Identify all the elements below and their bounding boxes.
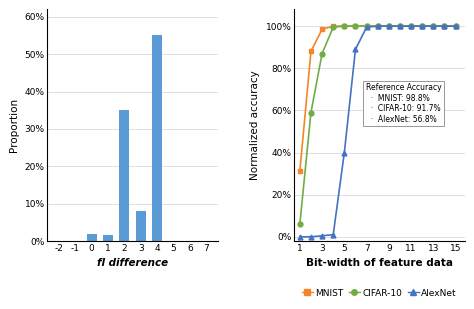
- CIFAR-10: [408, 24, 414, 28]
- Bar: [87, 234, 97, 241]
- Line: CIFAR-10: CIFAR-10: [297, 24, 458, 226]
- X-axis label: fl difference: fl difference: [97, 258, 168, 268]
- MNIST: [308, 49, 314, 53]
- CIFAR-10: [442, 24, 447, 28]
- MNIST: [442, 24, 447, 28]
- CIFAR-10: [386, 24, 392, 28]
- Y-axis label: Normalized accuracy: Normalized accuracy: [250, 70, 260, 180]
- MNIST: [364, 24, 369, 28]
- Y-axis label: Proportion: Proportion: [9, 98, 19, 152]
- AlexNet: [375, 24, 381, 28]
- MNIST: [330, 24, 336, 28]
- CIFAR-10: [330, 25, 336, 29]
- CIFAR-10: [453, 24, 458, 28]
- CIFAR-10: [319, 52, 325, 55]
- CIFAR-10: [353, 24, 358, 28]
- MNIST: [419, 24, 425, 28]
- AlexNet: [364, 25, 369, 29]
- CIFAR-10: [364, 24, 369, 28]
- MNIST: [341, 24, 347, 28]
- CIFAR-10: [375, 24, 381, 28]
- AlexNet: [297, 235, 303, 239]
- CIFAR-10: [397, 24, 403, 28]
- CIFAR-10: [419, 24, 425, 28]
- Text: Reference Accuracy
  ·  MNIST: 98.8%
  ·  CIFAR-10: 91.7%
  ·  AlexNet: 56.8%: Reference Accuracy · MNIST: 98.8% · CIFA…: [366, 83, 441, 124]
- AlexNet: [408, 24, 414, 28]
- MNIST: [430, 24, 436, 28]
- CIFAR-10: [297, 222, 303, 226]
- AlexNet: [308, 235, 314, 239]
- Legend: MNIST, CIFAR-10, AlexNet: MNIST, CIFAR-10, AlexNet: [298, 285, 461, 301]
- AlexNet: [319, 234, 325, 238]
- MNIST: [453, 24, 458, 28]
- AlexNet: [330, 233, 336, 237]
- AlexNet: [419, 24, 425, 28]
- Line: MNIST: MNIST: [297, 24, 458, 174]
- Bar: [152, 36, 162, 241]
- AlexNet: [353, 48, 358, 51]
- CIFAR-10: [341, 24, 347, 28]
- MNIST: [375, 24, 381, 28]
- AlexNet: [442, 24, 447, 28]
- AlexNet: [386, 24, 392, 28]
- MNIST: [353, 24, 358, 28]
- AlexNet: [453, 24, 458, 28]
- MNIST: [297, 170, 303, 173]
- Bar: [136, 211, 146, 241]
- Line: AlexNet: AlexNet: [297, 24, 458, 239]
- Bar: [119, 110, 129, 241]
- X-axis label: Bit-width of feature data: Bit-width of feature data: [306, 258, 453, 268]
- MNIST: [386, 24, 392, 28]
- MNIST: [408, 24, 414, 28]
- AlexNet: [430, 24, 436, 28]
- AlexNet: [341, 151, 347, 154]
- Bar: [103, 235, 113, 241]
- CIFAR-10: [430, 24, 436, 28]
- MNIST: [319, 28, 325, 31]
- MNIST: [397, 24, 403, 28]
- AlexNet: [397, 24, 403, 28]
- CIFAR-10: [308, 111, 314, 114]
